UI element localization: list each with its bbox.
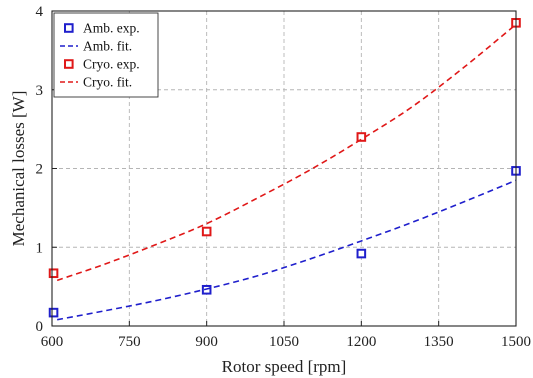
x-tick-label: 750	[118, 334, 141, 350]
fit-curve-amb-fit	[57, 179, 517, 321]
y-tick-label: 3	[36, 83, 44, 99]
data-point-cryo-exp	[201, 226, 212, 237]
legend-label: Cryo. exp.	[83, 57, 140, 72]
x-tick-label: 1050	[269, 334, 299, 350]
series-layer	[48, 18, 521, 321]
grid-lines	[52, 11, 516, 326]
series-cryo-fit	[56, 23, 517, 282]
y-axis-title: Mechanical losses [W]	[9, 91, 28, 247]
legend: Amb. exp. Amb. fit. Cryo. exp. Cryo. fit.	[53, 12, 159, 98]
data-point-amb-exp	[356, 248, 367, 259]
x-tick-label: 1350	[424, 334, 454, 350]
x-tick-label: 1500	[501, 334, 531, 350]
x-axis-title: Rotor speed [rpm]	[222, 357, 347, 376]
legend-entry: Amb. fit.	[60, 39, 132, 54]
legend-label: Amb. exp.	[83, 21, 140, 36]
legend-label: Cryo. fit.	[83, 75, 132, 90]
data-point-amb-exp	[48, 307, 59, 318]
data-point-cryo-exp	[48, 268, 59, 279]
y-tick-label: 1	[36, 240, 44, 256]
legend-entry: Cryo. exp.	[64, 57, 140, 72]
x-axis-ticks: 600 750 900 1050 1200 1350 1500	[41, 321, 531, 350]
y-axis-ticks: 0 1 2 3 4	[36, 4, 57, 335]
y-tick-label: 0	[36, 319, 44, 335]
fit-curve-cryo-fit	[56, 23, 517, 282]
series-amb-fit	[57, 179, 517, 321]
series-amb-exp	[48, 166, 521, 318]
x-tick-label: 900	[195, 334, 218, 350]
x-tick-label: 600	[41, 334, 64, 350]
legend-swatch	[64, 23, 74, 33]
data-point-cryo-exp	[356, 132, 367, 142]
legend-swatch	[64, 59, 74, 69]
x-tick-label: 1200	[346, 334, 376, 350]
legend-label: Amb. fit.	[83, 39, 132, 54]
y-tick-label: 4	[36, 4, 44, 20]
legend-entry: Cryo. fit.	[60, 75, 132, 90]
y-tick-label: 2	[36, 162, 44, 178]
legend-entry: Amb. exp.	[64, 21, 140, 36]
